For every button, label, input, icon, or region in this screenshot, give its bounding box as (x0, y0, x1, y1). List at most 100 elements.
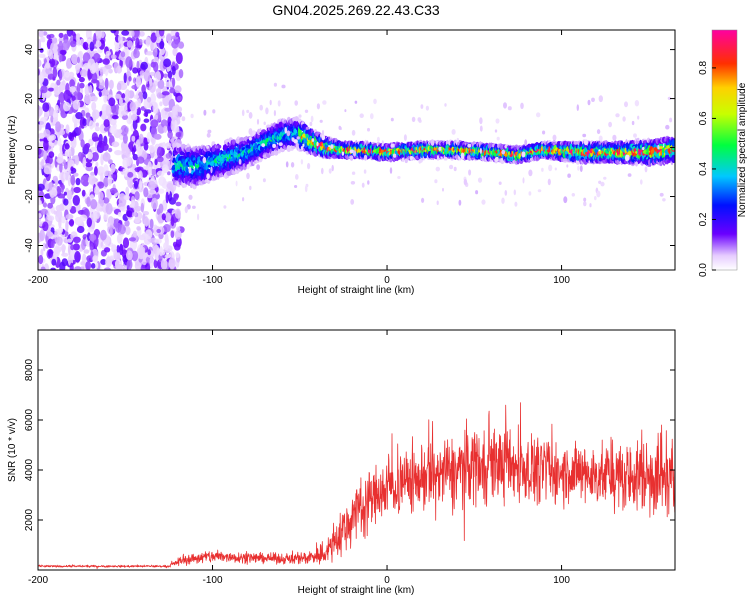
noise-cell (147, 249, 151, 256)
noise-cell (102, 58, 110, 65)
noise-cell (131, 30, 135, 37)
noise-cell (139, 74, 146, 79)
noise-cell (165, 212, 171, 223)
noise-cell (108, 68, 113, 74)
noise-cell (76, 225, 85, 234)
ridge-cell (552, 142, 556, 146)
noise-cell (95, 161, 99, 168)
noise-cell (150, 93, 157, 105)
noise-cell (103, 93, 108, 103)
noise-cell (93, 32, 97, 45)
noise-cell (125, 250, 133, 261)
noise-cell (138, 133, 144, 144)
noise-cell (175, 252, 180, 259)
noise-cell (68, 132, 73, 140)
noise-cell (84, 94, 92, 105)
noise-cell (145, 261, 151, 270)
noise-cell (160, 119, 168, 128)
noise-cell (172, 47, 178, 57)
noise-cell (104, 77, 109, 90)
noise-cell (118, 97, 123, 106)
noise-cell (61, 252, 69, 257)
noise-cell (69, 262, 74, 270)
noise-cell (38, 254, 44, 265)
noise-cell (165, 142, 172, 149)
noise-cell (38, 183, 45, 191)
noise-cell (135, 76, 141, 88)
noise-cell (133, 145, 137, 153)
noise-cell (131, 113, 138, 121)
noise-cell (56, 157, 64, 164)
noise-cell (163, 73, 168, 79)
noise-cell (165, 191, 169, 204)
noise-cell (86, 217, 93, 228)
noise-cell (139, 179, 143, 190)
noise-cell (143, 70, 151, 82)
noise-cell (117, 212, 122, 217)
noise-cell (176, 226, 181, 231)
noise-cell (40, 85, 48, 94)
noise-cell (81, 189, 86, 197)
noise-cell (92, 255, 99, 263)
noise-cell (53, 86, 62, 95)
noise-cell (126, 210, 133, 218)
noise-cell (126, 40, 133, 48)
noise-cell (102, 88, 110, 96)
noise-cell (53, 117, 57, 125)
noise-cell (50, 267, 56, 270)
noise-cell (150, 119, 159, 128)
noise-cell (91, 109, 100, 120)
noise-cell (58, 40, 64, 53)
noise-cell (48, 249, 53, 258)
noise-cell (53, 210, 57, 215)
noise-cell (38, 213, 42, 219)
noise-cell (61, 244, 66, 252)
noise-cell (63, 198, 69, 206)
noise-cell (143, 142, 149, 151)
noise-cell (89, 120, 94, 130)
noise-cell (142, 91, 148, 100)
noise-cell (95, 209, 101, 219)
noise-cell (52, 109, 59, 121)
noise-cell (70, 244, 75, 251)
noise-cell (128, 237, 136, 242)
noise-cell (91, 132, 98, 142)
noise-cell (68, 220, 75, 226)
noise-cell (72, 243, 80, 251)
noise-cell (117, 129, 123, 134)
noise-cell (100, 199, 104, 207)
ridge-cell (176, 143, 182, 148)
noise-cell (158, 176, 166, 187)
ridge-cell (286, 145, 292, 152)
noise-cell (90, 146, 97, 151)
noise-cell (105, 50, 112, 56)
noise-cell (137, 98, 142, 107)
noise-cell (96, 80, 100, 88)
noise-cell (91, 101, 97, 111)
noise-cell (73, 90, 78, 96)
noise-cell (176, 95, 182, 102)
noise-cell (103, 119, 110, 128)
spectrogram-heatmap (38, 30, 675, 270)
noise-cell (158, 246, 164, 257)
noise-cell (124, 89, 131, 101)
noise-cell (40, 248, 44, 257)
noise-cell (114, 93, 122, 99)
noise-cell (149, 218, 154, 230)
noise-cell (66, 238, 73, 243)
noise-cell (45, 66, 53, 75)
noise-cell (75, 63, 80, 74)
noise-cell (159, 30, 165, 37)
noise-cell (133, 94, 140, 100)
noise-cell (122, 249, 127, 255)
noise-cell (89, 243, 94, 251)
noise-cell (126, 259, 133, 270)
noise-cell (132, 67, 139, 74)
noise-cell (167, 171, 171, 176)
noise-cell (105, 105, 112, 117)
noise-cell (159, 47, 166, 56)
noise-cell (131, 199, 135, 208)
noise-cell (38, 132, 45, 139)
noise-cell (105, 256, 112, 268)
noise-cell (156, 170, 165, 177)
